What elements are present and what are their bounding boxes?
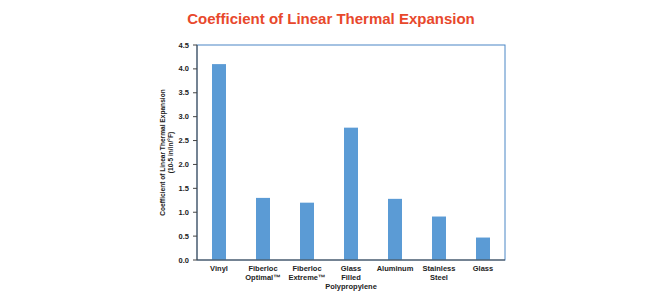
y-tick (193, 92, 197, 93)
bar (256, 198, 270, 260)
x-axis (197, 260, 505, 261)
x-tick-label-line: Aluminum (377, 264, 414, 273)
y-tick (193, 116, 197, 117)
x-tick-label: FiberlocOptimal™ (245, 264, 280, 282)
x-tick-label-line: Extreme™ (288, 273, 325, 282)
x-tick-label: Aluminum (377, 264, 414, 273)
y-tick (193, 68, 197, 69)
y-tick-label: 0.0 (179, 256, 189, 265)
bar (212, 64, 226, 260)
x-tick-label-line: Fiberloc (248, 264, 277, 273)
y-tick-label: 2.0 (179, 160, 189, 169)
y-tick (193, 236, 197, 237)
bar (432, 217, 446, 260)
x-tick-label: FiberlocExtreme™ (288, 264, 325, 282)
y-tick-label: 3.5 (179, 88, 189, 97)
y-tick (193, 45, 197, 46)
y-tick (193, 260, 197, 261)
y-tick (193, 212, 197, 213)
x-tick-label-line: Fiberloc (292, 264, 321, 273)
y-tick (193, 140, 197, 141)
y-tick-label: 1.5 (179, 184, 189, 193)
y-tick-label: 4.0 (179, 64, 189, 73)
chart: Coefficient of Linear Thermal ExpansionC… (0, 0, 663, 300)
x-tick-label-line: Glass (341, 264, 361, 273)
y-tick-label: 3.0 (179, 112, 189, 121)
bar (344, 128, 358, 260)
y-tick-label: 2.5 (179, 136, 189, 145)
y-tick-label: 0.5 (179, 232, 189, 241)
y-tick-label: 4.5 (179, 41, 189, 50)
y-label-units: (10-5 in/in/°F) (167, 132, 175, 173)
x-tick-label: Vinyl (210, 264, 228, 273)
title: Coefficient of Linear Thermal Expansion (187, 10, 475, 27)
x-tick-label-line: Vinyl (210, 264, 228, 273)
x-tick-label: Glass (473, 264, 493, 273)
plot-frame (197, 45, 505, 260)
bar (300, 203, 314, 260)
y-tick (193, 164, 197, 165)
x-tick-label-line: Glass (473, 264, 493, 273)
y-tick-label: 1.0 (179, 208, 189, 217)
bar (388, 199, 402, 260)
x-tick-label-line: Stainless (423, 264, 456, 273)
x-tick-label-line: Steel (430, 273, 448, 282)
x-tick-label: StainlessSteel (423, 264, 456, 282)
y-label: Coefficient of Linear Thermal Expansion (159, 89, 167, 215)
y-label-group: Coefficient of Linear Thermal Expansion(… (159, 89, 175, 215)
y-tick (193, 188, 197, 189)
x-tick-label-line: Optimal™ (245, 273, 280, 282)
y-axis (197, 45, 198, 260)
bar (476, 238, 490, 260)
x-tick-label-line: Polypropylene (325, 282, 377, 291)
x-tick-label: GlassFilledPolypropylene (325, 264, 377, 291)
x-tick-label-line: Filled (341, 273, 361, 282)
